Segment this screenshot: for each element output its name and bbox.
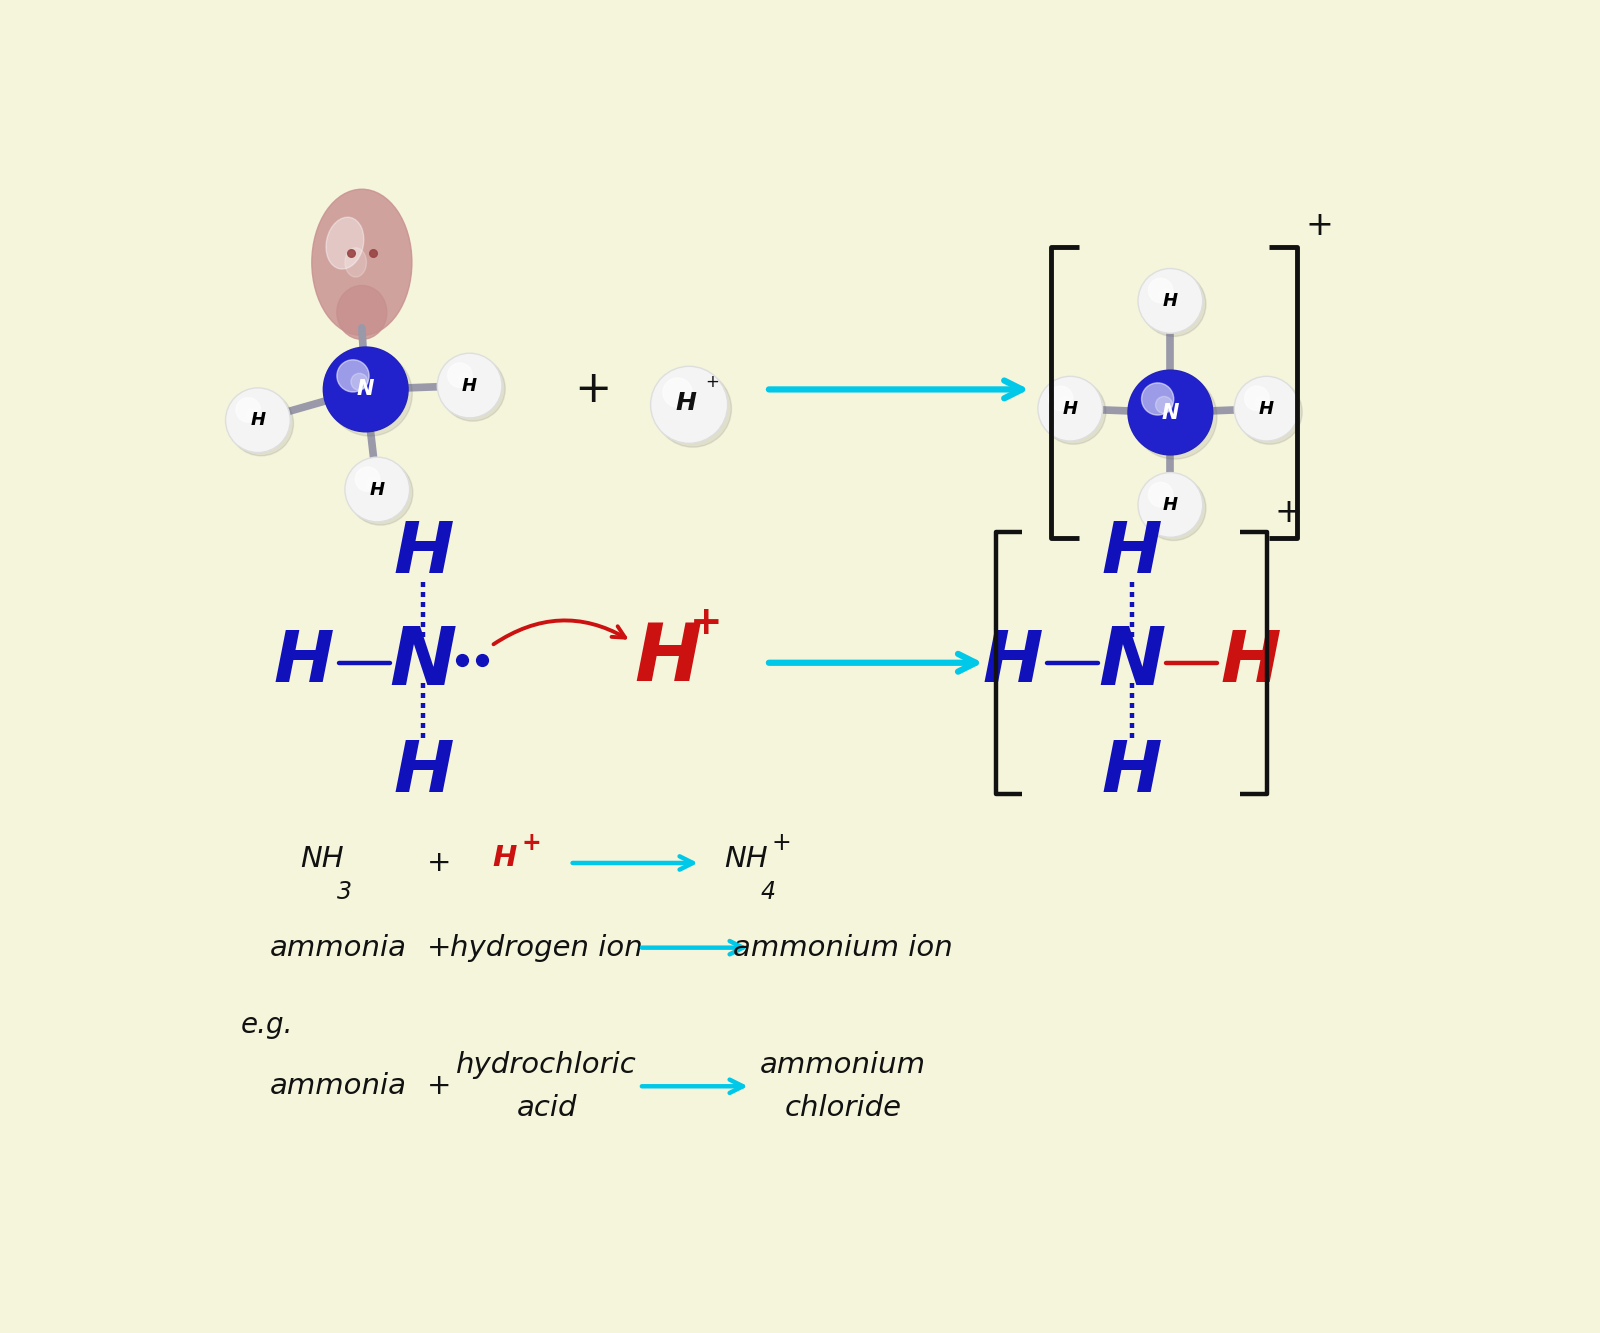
Circle shape (1133, 375, 1218, 459)
Text: +: + (690, 604, 722, 641)
Text: +: + (427, 849, 451, 877)
Text: H: H (675, 392, 696, 416)
Text: H: H (1259, 400, 1274, 417)
Text: +: + (427, 1072, 451, 1100)
Text: N: N (1098, 624, 1165, 701)
Text: +: + (1274, 496, 1302, 529)
Circle shape (1158, 493, 1171, 505)
Text: H: H (1101, 737, 1162, 806)
Text: N: N (1162, 403, 1179, 423)
Text: H: H (1163, 496, 1178, 515)
Text: H: H (462, 376, 477, 395)
Ellipse shape (326, 217, 363, 269)
Circle shape (1256, 396, 1269, 409)
Circle shape (246, 408, 259, 421)
Circle shape (662, 377, 693, 407)
Text: H: H (1101, 519, 1162, 588)
Text: H: H (250, 411, 266, 429)
Text: e.g.: e.g. (242, 1010, 293, 1038)
Circle shape (1141, 272, 1206, 336)
Circle shape (346, 457, 410, 521)
Circle shape (1141, 383, 1174, 415)
Circle shape (1138, 268, 1203, 333)
Circle shape (440, 356, 506, 421)
Text: +: + (522, 830, 541, 854)
Circle shape (338, 360, 370, 392)
Text: +: + (771, 830, 792, 854)
Text: ammonia: ammonia (270, 1072, 408, 1100)
Text: +: + (1306, 209, 1333, 243)
Circle shape (349, 460, 413, 525)
Circle shape (654, 371, 731, 447)
Circle shape (323, 347, 408, 432)
Text: +: + (574, 368, 611, 411)
Circle shape (448, 363, 472, 388)
Circle shape (1149, 279, 1173, 303)
Circle shape (437, 353, 502, 419)
Circle shape (235, 397, 261, 423)
Ellipse shape (338, 285, 387, 340)
Circle shape (1042, 380, 1106, 444)
Circle shape (1155, 396, 1173, 413)
Text: N: N (357, 380, 374, 400)
Circle shape (1038, 376, 1102, 441)
Text: H: H (982, 628, 1043, 697)
Text: H: H (1221, 628, 1282, 697)
Text: ammonium: ammonium (760, 1050, 926, 1078)
Text: hydrochloric: hydrochloric (456, 1050, 637, 1078)
Circle shape (1141, 476, 1206, 540)
Text: H: H (634, 620, 701, 698)
Ellipse shape (346, 248, 366, 277)
Text: H: H (274, 628, 334, 697)
Circle shape (675, 391, 691, 405)
Circle shape (328, 352, 413, 436)
Text: H: H (394, 519, 454, 588)
Text: 3: 3 (338, 880, 352, 904)
Text: H: H (394, 737, 454, 806)
Text: ammonia: ammonia (270, 933, 408, 961)
Text: N: N (390, 624, 458, 701)
Circle shape (1138, 473, 1203, 537)
Circle shape (355, 467, 379, 492)
Text: H: H (1062, 400, 1078, 417)
Text: ammonium ion: ammonium ion (733, 933, 954, 961)
Circle shape (1128, 371, 1213, 455)
Circle shape (651, 367, 728, 444)
Ellipse shape (312, 189, 411, 336)
Text: NH: NH (723, 845, 768, 873)
Text: chloride: chloride (784, 1094, 902, 1122)
Text: hydrogen ion: hydrogen ion (450, 933, 643, 961)
Circle shape (1149, 483, 1173, 507)
Circle shape (1237, 380, 1302, 444)
Circle shape (226, 388, 290, 453)
Circle shape (229, 391, 293, 456)
Circle shape (1245, 387, 1269, 411)
Text: +: + (427, 933, 451, 961)
Circle shape (350, 373, 368, 391)
Text: +: + (706, 373, 718, 391)
Circle shape (1234, 376, 1299, 441)
Text: H: H (493, 844, 517, 872)
Text: NH: NH (301, 845, 344, 873)
Circle shape (1048, 387, 1074, 411)
Circle shape (1158, 288, 1171, 301)
Circle shape (1059, 396, 1072, 409)
Circle shape (458, 373, 472, 387)
Text: acid: acid (517, 1094, 578, 1122)
Text: H: H (1163, 292, 1178, 309)
Text: 4: 4 (760, 880, 776, 904)
Circle shape (366, 477, 379, 491)
Text: H: H (370, 480, 386, 499)
